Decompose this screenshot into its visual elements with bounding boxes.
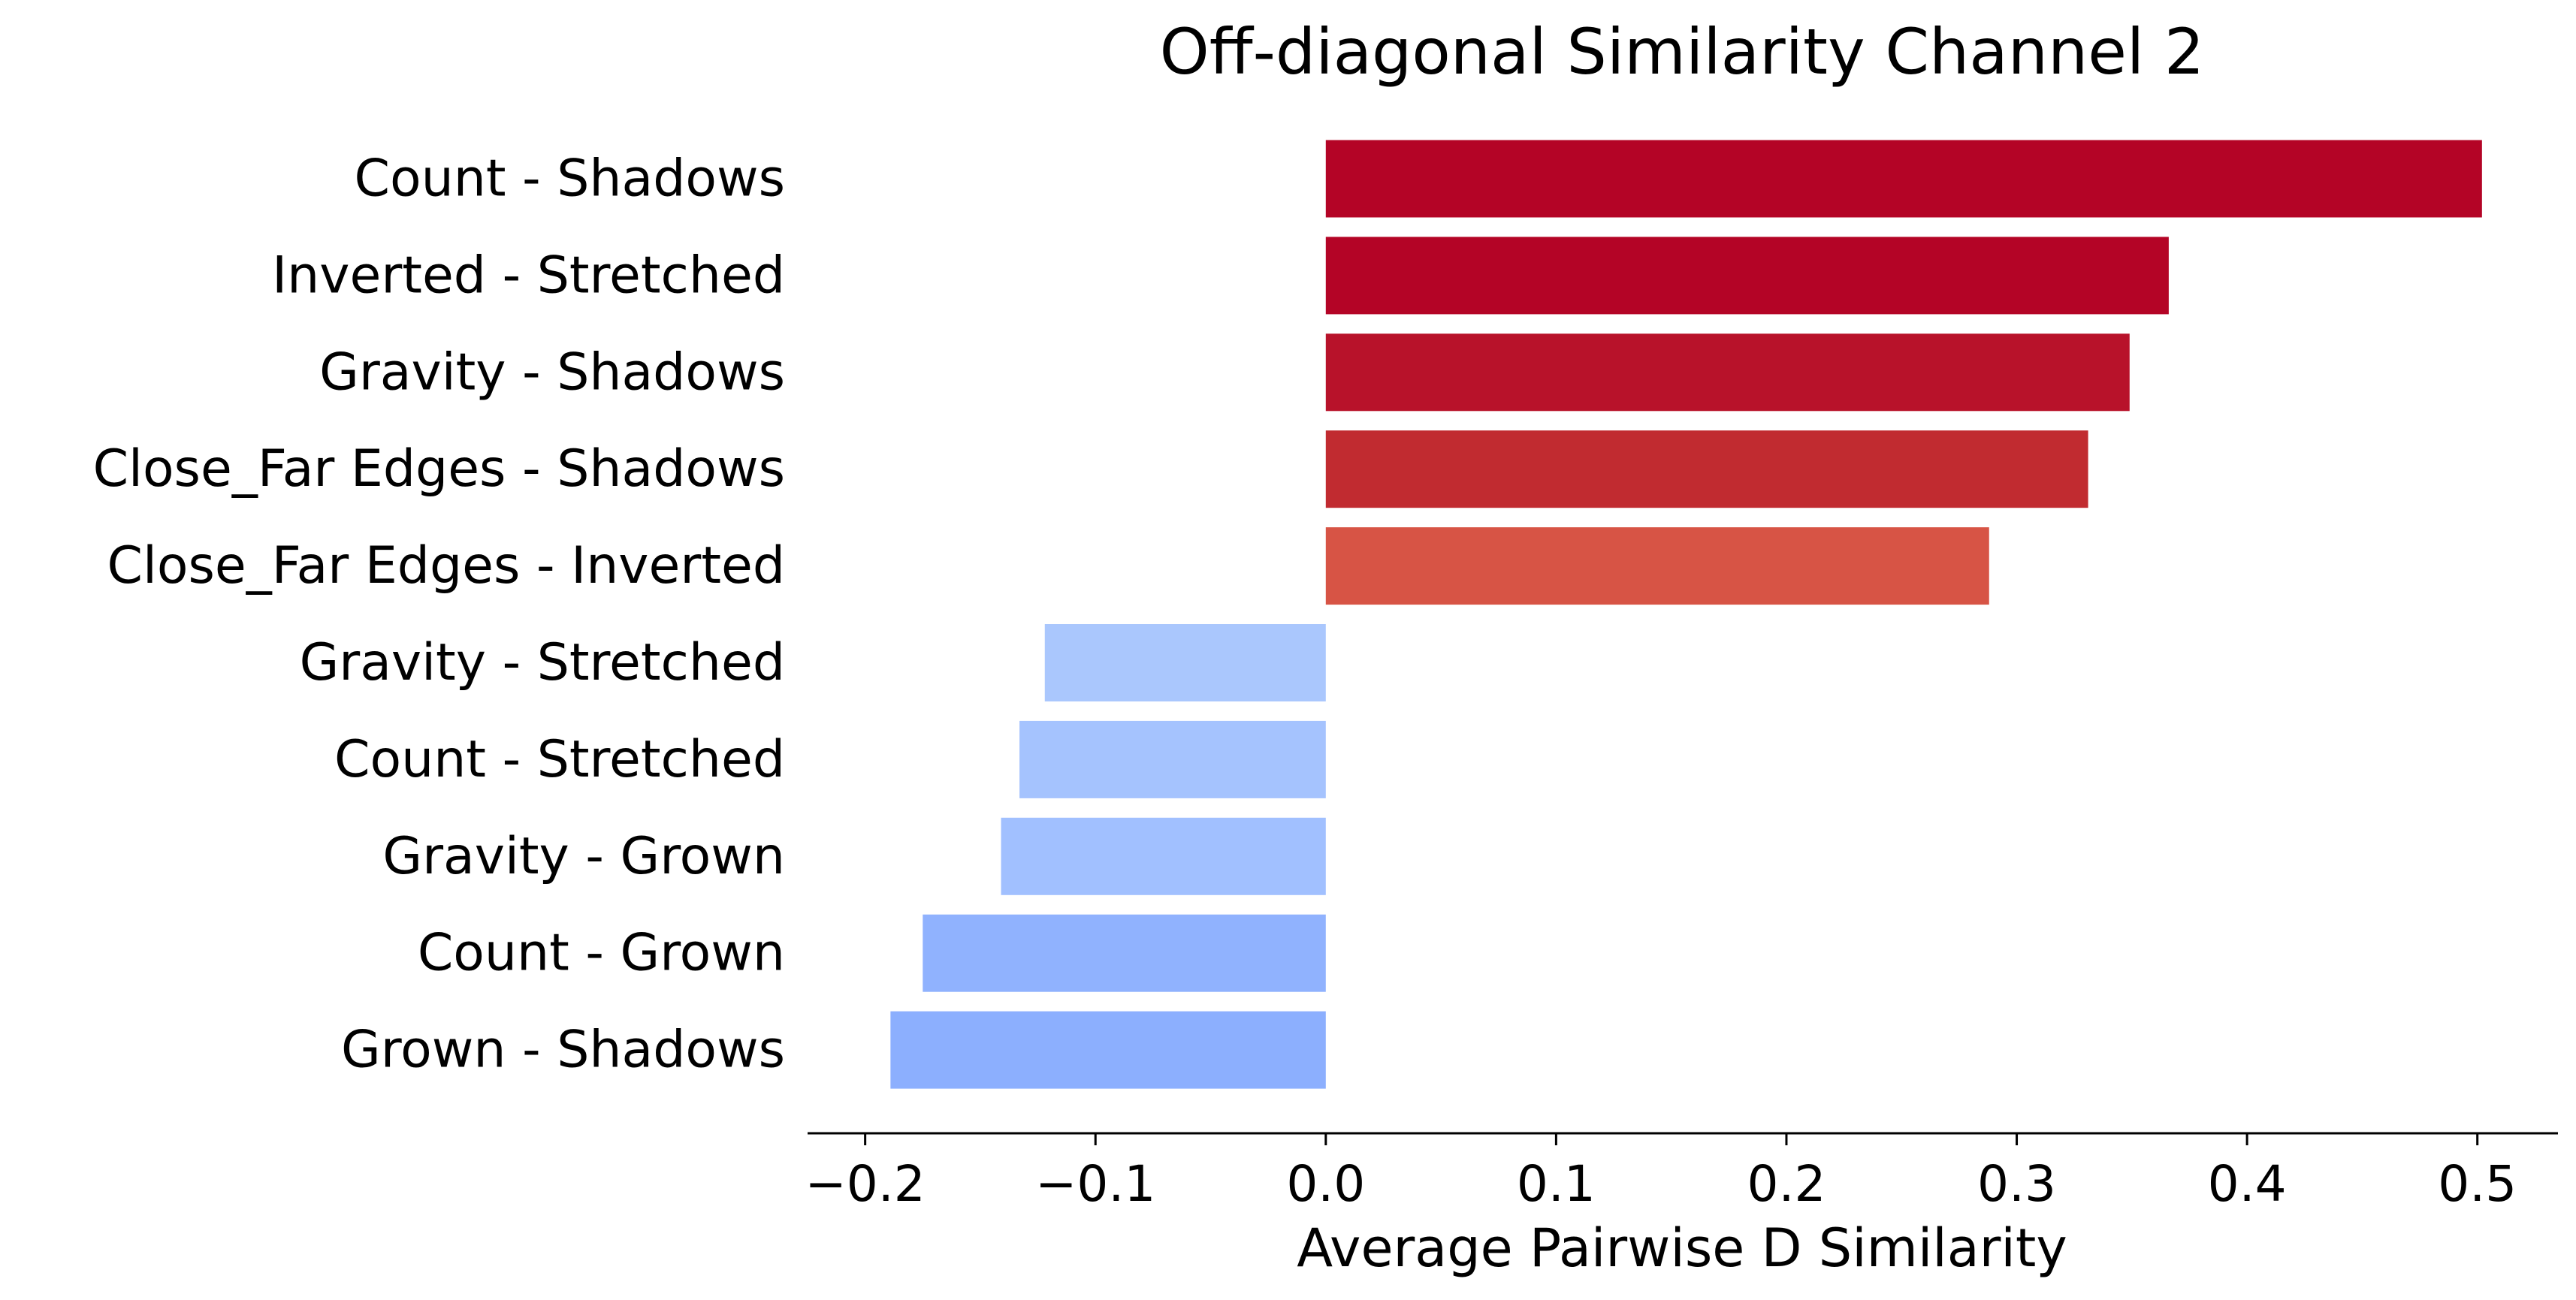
x-tick-label-3: 0.1 [1517, 1155, 1596, 1213]
x-tick-label-2: 0.0 [1286, 1155, 1365, 1213]
x-tick-label-1: −0.1 [1035, 1155, 1155, 1213]
x-tick-label-5: 0.3 [1977, 1155, 2056, 1213]
x-axis-ticks: −0.2 −0.1 0.0 0.1 0.2 0.3 0.4 0.5 [805, 1133, 2517, 1213]
category-label-6: Count - Stretched [334, 730, 785, 789]
x-tick-label-7: 0.5 [2438, 1155, 2517, 1213]
bar-1 [1325, 237, 2169, 315]
category-label-7: Gravity - Grown [382, 827, 785, 886]
x-axis-label: Average Pairwise D Similarity [1297, 1217, 2067, 1279]
x-tick-label-4: 0.2 [1747, 1155, 1826, 1213]
category-labels: Count - Shadows Inverted - Stretched Gravi… [93, 149, 785, 1080]
category-label-3: Close_Far Edges - Shadows [93, 439, 785, 499]
bar-6 [1019, 720, 1326, 798]
category-label-9: Grown - Shadows [341, 1021, 785, 1080]
category-label-5: Gravity - Stretched [300, 633, 785, 692]
x-tick-label-6: 0.4 [2208, 1155, 2287, 1213]
bar-0 [1325, 140, 2482, 218]
category-label-0: Count - Shadows [355, 149, 785, 209]
bars-group [890, 140, 2482, 1089]
category-label-1: Inverted - Stretched [272, 246, 785, 305]
bar-7 [1001, 817, 1326, 895]
bar-2 [1325, 333, 2130, 412]
category-label-4: Close_Far Edges - Inverted [107, 536, 785, 596]
category-label-8: Count - Grown [418, 924, 785, 983]
bar-3 [1325, 430, 2088, 508]
bar-9 [890, 1011, 1326, 1089]
category-label-2: Gravity - Shadows [319, 342, 785, 402]
bar-8 [923, 914, 1326, 992]
chart-title: Off-diagonal Similarity Channel 2 [1160, 15, 2205, 89]
bar-4 [1325, 527, 1989, 605]
x-tick-label-0: −0.2 [805, 1155, 926, 1213]
bar-5 [1044, 624, 1326, 701]
